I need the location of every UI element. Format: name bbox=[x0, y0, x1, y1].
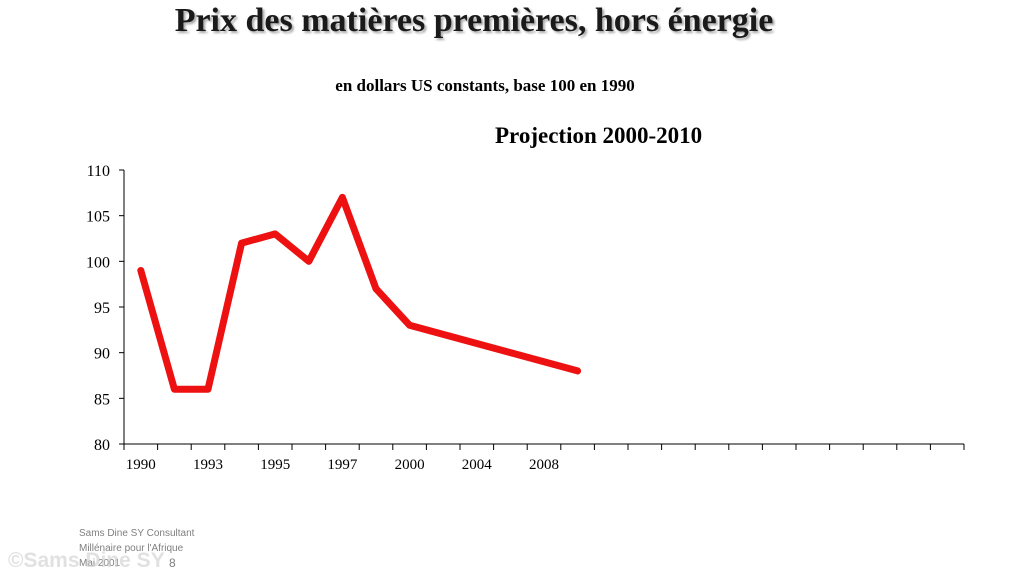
slide-subtitle: en dollars US constants, base 100 en 199… bbox=[335, 76, 635, 95]
projection-label: Projection 2000-2010 bbox=[495, 123, 703, 148]
x-tick-label: 1995 bbox=[260, 457, 290, 473]
page-number: 8 bbox=[169, 556, 176, 570]
series-line bbox=[137, 193, 582, 393]
y-tick-label: 105 bbox=[86, 209, 110, 226]
footer-line-millenaire: Millénaire pour l'Afrique bbox=[79, 543, 184, 554]
x-tick-label: 2000 bbox=[395, 457, 425, 473]
x-tick-label: 1993 bbox=[193, 457, 223, 473]
y-tick-label: 80 bbox=[94, 437, 110, 454]
footer: Sams Dine SY Consultant Millénaire pour … bbox=[79, 526, 194, 571]
x-tick-label: 1997 bbox=[327, 457, 358, 473]
watermark-text: ©Sams Dine SY bbox=[8, 549, 165, 572]
y-tick-label: 90 bbox=[94, 346, 110, 363]
x-tick-label: 2008 bbox=[529, 457, 559, 473]
y-tick-label: 85 bbox=[94, 391, 110, 408]
x-tick-label: 2004 bbox=[462, 457, 493, 473]
chart-series bbox=[137, 193, 582, 393]
y-tick-label: 110 bbox=[87, 163, 110, 180]
y-axis-ticks: 80 85 90 95 100 105 110 bbox=[86, 163, 124, 454]
slide-title: Prix des matières premières, hors énergi… bbox=[174, 2, 774, 39]
y-tick-label: 100 bbox=[86, 254, 110, 271]
chart-axes bbox=[123, 170, 964, 445]
footer-line-consultant: Sams Dine SY Consultant bbox=[79, 528, 195, 539]
y-tick-label: 95 bbox=[94, 300, 110, 317]
footer-line-date: Mai 2001 bbox=[79, 558, 121, 569]
x-tick-label: 1990 bbox=[126, 457, 156, 473]
x-axis-ticks: 1990 1993 1995 1997 2000 2004 2008 bbox=[123, 444, 965, 473]
